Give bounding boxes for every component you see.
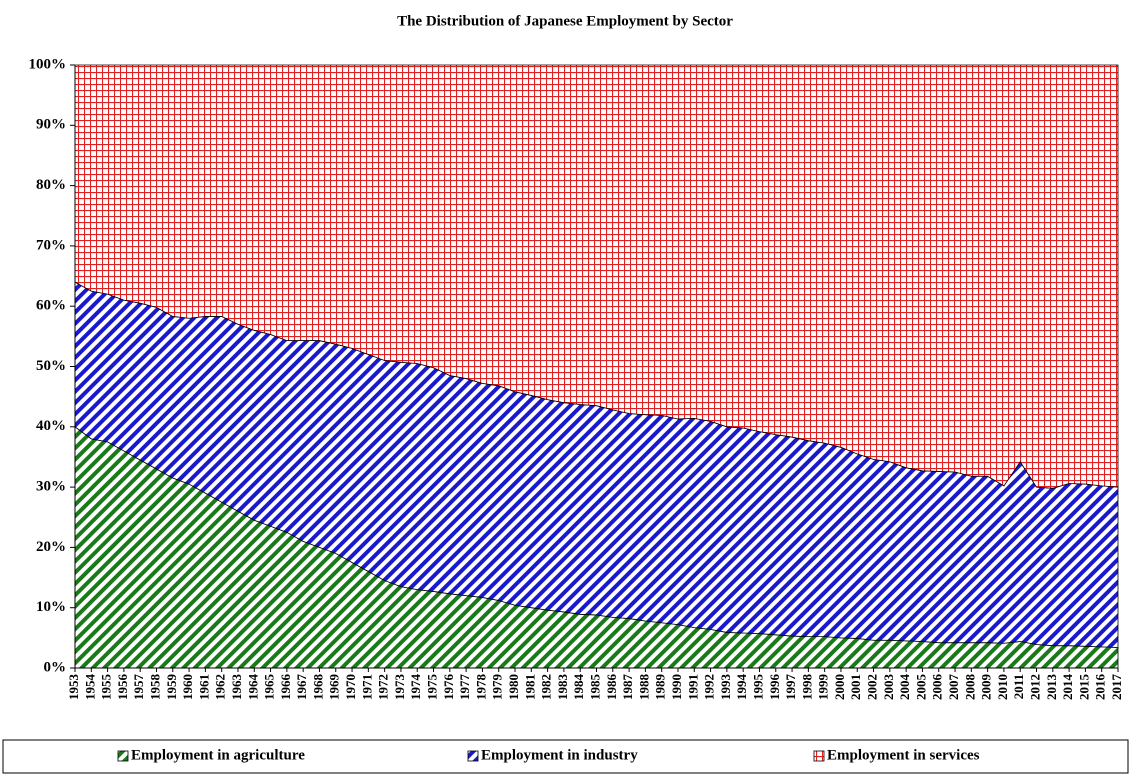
- x-tick-label: 1971: [359, 674, 374, 700]
- x-tick-label: 2007: [946, 674, 961, 701]
- x-tick-label: 2014: [1060, 674, 1075, 701]
- x-tick-label: 1976: [441, 674, 456, 701]
- legend-swatch: [467, 750, 479, 762]
- x-tick-label: 1984: [571, 674, 586, 701]
- y-tick-label: 10%: [36, 599, 66, 615]
- y-tick-label: 100%: [29, 56, 67, 72]
- x-tick-label: 1953: [66, 674, 81, 701]
- x-tick-label: 2015: [1076, 674, 1091, 701]
- x-tick-label: 1982: [539, 674, 554, 700]
- legend-box: [2, 739, 1129, 774]
- x-tick-label: 1980: [506, 674, 521, 700]
- legend-label: Employment in industry: [481, 747, 638, 763]
- legend-label: Employment in services: [827, 747, 980, 763]
- x-tick-label: 1990: [669, 674, 684, 700]
- x-tick-label: 1962: [213, 674, 228, 700]
- x-tick-label: 1998: [799, 674, 814, 701]
- y-tick-label: 70%: [36, 237, 66, 253]
- x-tick-label: 1987: [620, 674, 635, 701]
- x-tick-label: 1963: [229, 674, 244, 701]
- y-tick-label: 20%: [36, 539, 66, 555]
- x-tick-label: 1978: [473, 674, 488, 701]
- x-tick-label: 2010: [995, 674, 1010, 700]
- x-tick-label: 1972: [376, 674, 391, 700]
- legend-swatch: [813, 750, 825, 762]
- y-tick-label: 90%: [36, 117, 66, 133]
- x-tick-label: 1955: [99, 674, 114, 701]
- x-tick-label: 2008: [962, 674, 977, 701]
- x-tick-label: 2003: [881, 674, 896, 701]
- x-tick-label: 2004: [897, 674, 912, 701]
- area: [74, 64, 1119, 489]
- x-tick-label: 1989: [653, 674, 668, 701]
- x-tick-label: 1975: [425, 674, 440, 701]
- y-tick-label: 60%: [36, 298, 66, 314]
- x-tick-label: 2012: [1028, 674, 1043, 700]
- x-tick-label: 1986: [604, 674, 619, 701]
- x-tick-label: 1994: [734, 674, 749, 701]
- y-tick-label: 0%: [44, 659, 67, 675]
- x-tick-label: 1958: [147, 674, 162, 701]
- x-tick-label: 1991: [685, 674, 700, 700]
- x-tick-label: 1983: [555, 674, 570, 701]
- x-tick-label: 1988: [636, 674, 651, 701]
- x-tick-label: 1979: [490, 674, 505, 701]
- x-tick-label: 2002: [865, 674, 880, 700]
- x-tick-label: 1969: [327, 674, 342, 701]
- x-tick-label: 2016: [1093, 674, 1108, 701]
- x-tick-label: 1960: [180, 674, 195, 700]
- x-tick-label: 1968: [310, 674, 325, 701]
- legend-label: Employment in agriculture: [131, 747, 305, 763]
- x-tick-label: 1964: [245, 674, 260, 701]
- x-tick-label: 1997: [783, 674, 798, 701]
- x-tick-label: 1970: [343, 674, 358, 700]
- x-tick-label: 1965: [262, 674, 277, 701]
- x-tick-label: 1973: [392, 674, 407, 701]
- x-tick-label: 1974: [408, 674, 423, 701]
- legend-swatch: [117, 750, 129, 762]
- x-tick-label: 2009: [979, 674, 994, 701]
- x-tick-label: 1995: [750, 674, 765, 701]
- x-tick-label: 1999: [816, 674, 831, 701]
- x-tick-label: 1959: [164, 674, 179, 701]
- x-tick-label: 2006: [930, 674, 945, 701]
- x-tick-label: 1954: [82, 674, 97, 701]
- x-tick-label: 1992: [702, 674, 717, 700]
- y-tick-label: 80%: [36, 177, 66, 193]
- x-tick-label: 2001: [848, 674, 863, 700]
- x-tick-label: 1996: [767, 674, 782, 701]
- x-tick-label: 2000: [832, 674, 847, 700]
- x-tick-label: 1957: [131, 674, 146, 701]
- y-tick-label: 40%: [36, 418, 66, 434]
- chart-title: The Distribution of Japanese Employment …: [397, 13, 733, 29]
- x-tick-label: 1956: [115, 674, 130, 701]
- x-tick-label: 1993: [718, 674, 733, 701]
- y-tick-label: 50%: [36, 358, 66, 374]
- x-tick-label: 1981: [522, 674, 537, 700]
- x-tick-label: 1977: [457, 674, 472, 701]
- x-tick-label: 1985: [587, 674, 602, 701]
- x-tick-label: 1967: [294, 674, 309, 701]
- x-tick-label: 2005: [913, 674, 928, 701]
- x-tick-label: 2017: [1109, 674, 1124, 701]
- x-tick-label: 2011: [1011, 674, 1026, 699]
- x-tick-label: 2013: [1044, 674, 1059, 701]
- y-tick-label: 30%: [36, 479, 66, 495]
- x-tick-label: 1961: [196, 674, 211, 700]
- x-tick-label: 1966: [278, 674, 293, 701]
